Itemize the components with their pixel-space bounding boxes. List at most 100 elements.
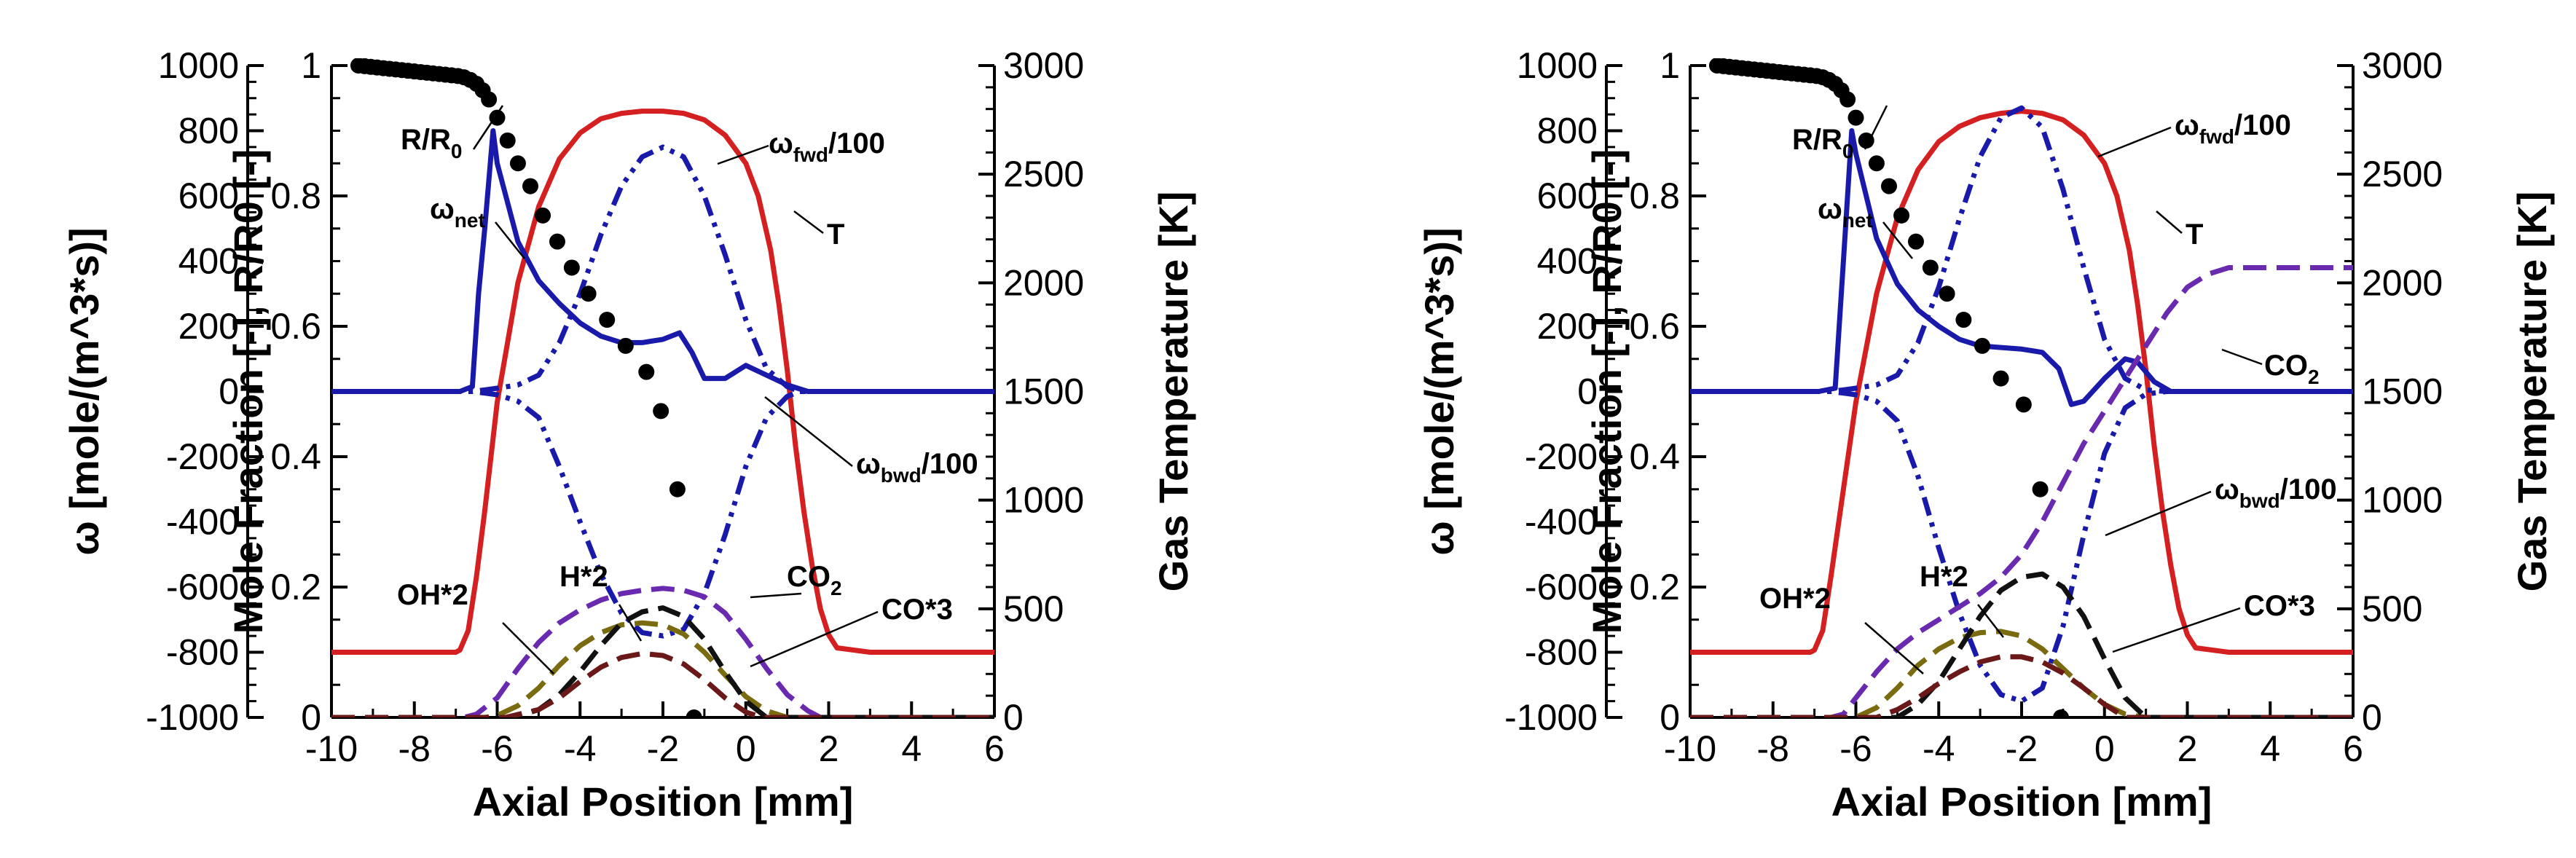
annotation-leader — [750, 610, 879, 668]
annotation-oh-2: OH*2 — [1759, 583, 1831, 615]
outer-y-tick-label: -1000 — [146, 697, 239, 738]
right-y-axis-title: Gas Temperature [K] — [1150, 192, 1196, 592]
inner-y-tick-label: 0 — [301, 697, 321, 738]
annotation-h-2: H*2 — [1920, 561, 1968, 593]
annotation-leader — [1864, 105, 1888, 150]
right-y-tick-label: 1500 — [1003, 371, 1084, 412]
outer-y-tick-label: 800 — [1537, 111, 1598, 151]
annotation-leader — [618, 604, 643, 642]
outer-y-tick-label: -800 — [1525, 632, 1598, 673]
series-co2 — [331, 586, 994, 717]
series-r-r0 — [1708, 58, 2070, 717]
inner-y-axis-title: Mole Fraction [-], R/R0 [-] — [225, 149, 271, 634]
series-r-r0 — [350, 58, 702, 717]
data-point-r-r0 — [1839, 91, 1856, 108]
data-point-r-r0 — [1955, 312, 1972, 328]
annotation-leader — [1977, 604, 2004, 638]
annotation-r-r-0: R/R0 — [1792, 124, 1853, 162]
series-group — [331, 58, 994, 717]
inner-y-tick-label: 0.6 — [270, 306, 321, 347]
annotation-co-2: CO2 — [787, 561, 842, 599]
inner-y-tick-label: 0 — [1660, 697, 1680, 738]
annotation-leader — [2221, 348, 2263, 366]
data-point-r-r0 — [499, 132, 516, 149]
inner-y-tick-label: 0.2 — [1629, 567, 1680, 607]
x-tick-label: -10 — [305, 728, 358, 769]
data-point-r-r0 — [669, 481, 686, 497]
right-y-tick-label: 0 — [2362, 697, 2382, 738]
x-tick-label: -2 — [2006, 728, 2038, 769]
right-y-tick-label: 1500 — [2362, 371, 2443, 412]
annotation-bwd-100: ωbwd/100 — [856, 448, 978, 487]
annotation-co-2: CO2 — [2264, 350, 2320, 388]
right-y-axis-title: Gas Temperature [K] — [2509, 192, 2555, 592]
right-y-tick-label: 3000 — [2362, 45, 2443, 86]
data-point-r-r0 — [1974, 337, 1990, 354]
data-point-r-r0 — [617, 337, 634, 354]
right-y-tick-label: 500 — [2362, 589, 2422, 629]
x-tick-label: 4 — [2260, 728, 2280, 769]
x-tick-label: -2 — [647, 728, 679, 769]
right-y-tick-label: 2000 — [2362, 262, 2443, 303]
annotation-oh-2: OH*2 — [397, 579, 468, 611]
data-point-r-r0 — [2053, 709, 2070, 717]
data-point-r-r0 — [653, 403, 669, 420]
outer-y-tick-label: -800 — [166, 632, 239, 673]
outer-y-axis-title: ω [mole/(m^3*s)] — [1416, 227, 1462, 555]
outer-y-tick-label: 400 — [1537, 241, 1598, 282]
x-tick-label: 4 — [901, 728, 922, 769]
right-y-tick-label: 3000 — [1003, 45, 1084, 86]
data-point-r-r0 — [638, 363, 655, 380]
series-net — [331, 128, 994, 394]
right-y-tick-label: 2500 — [1003, 154, 1084, 194]
annotation-net: ωnet — [430, 193, 485, 232]
annotation-leader — [1864, 622, 1924, 674]
axes: -10 -8 -6 -4 -2 0 2 4 6 -1000 -800 -600 -400 -200 0 200… — [61, 45, 1196, 824]
x-tick-label: -6 — [481, 728, 513, 769]
data-point-r-r0 — [563, 259, 580, 276]
annotation-leader — [2112, 607, 2241, 653]
x-tick-label: -4 — [564, 728, 596, 769]
x-tick-label: -8 — [1757, 728, 1789, 769]
panel-left: -10 -8 -6 -4 -2 0 2 4 6 -1000 -800 -600 -400 -200 0 200… — [61, 45, 1196, 824]
x-tick-label: -6 — [1839, 728, 1872, 769]
annotation-leader — [495, 221, 525, 259]
inner-y-tick-label: 1 — [301, 45, 321, 86]
right-y-tick-label: 1000 — [1003, 480, 1084, 521]
data-point-r-r0 — [1992, 370, 2009, 387]
data-point-r-r0 — [549, 233, 565, 250]
inner-y-tick-label: 0.8 — [1629, 176, 1680, 216]
data-point-r-r0 — [599, 312, 616, 328]
inner-y-tick-label: 1 — [1660, 45, 1680, 86]
annotation-co-3: CO*3 — [2244, 590, 2315, 622]
axes: -10 -8 -6 -4 -2 0 2 4 6 -1000 -800 -600 -400 -200 0 200… — [1416, 45, 2555, 824]
outer-y-tick-label: 1000 — [158, 45, 239, 86]
annotation-fwd-100: ωfwd/100 — [2175, 109, 2291, 148]
annotation-bwd-100: ωbwd/100 — [2215, 473, 2337, 512]
x-axis-title: Axial Position [mm] — [473, 779, 854, 824]
annotation-leader — [2156, 210, 2183, 234]
series-co2 — [1690, 265, 2353, 717]
series-h-2 — [1690, 571, 2353, 717]
annotation-leader — [2105, 490, 2212, 537]
data-point-r-r0 — [1939, 286, 1955, 302]
right-y-tick-label: 2000 — [1003, 262, 1084, 303]
annotation-leader — [750, 592, 802, 599]
outer-y-tick-label: 200 — [1537, 306, 1598, 347]
right-y-tick-label: 500 — [1003, 589, 1064, 629]
series-co-3 — [331, 650, 994, 717]
x-tick-label: 0 — [2094, 728, 2115, 769]
inner-y-tick-label: 0.2 — [270, 567, 321, 607]
annotation-leader — [717, 144, 769, 165]
series-net — [1690, 128, 2353, 407]
x-tick-label: 6 — [984, 728, 1005, 769]
right-y-tick-label: 0 — [1003, 697, 1024, 738]
outer-y-tick-label: -400 — [1525, 502, 1598, 543]
outer-y-tick-label: -400 — [166, 502, 239, 543]
data-point-r-r0 — [1881, 178, 1897, 194]
annotation-leader — [793, 210, 824, 234]
outer-y-tick-label: -200 — [1525, 436, 1598, 477]
series-t — [1690, 109, 2353, 655]
